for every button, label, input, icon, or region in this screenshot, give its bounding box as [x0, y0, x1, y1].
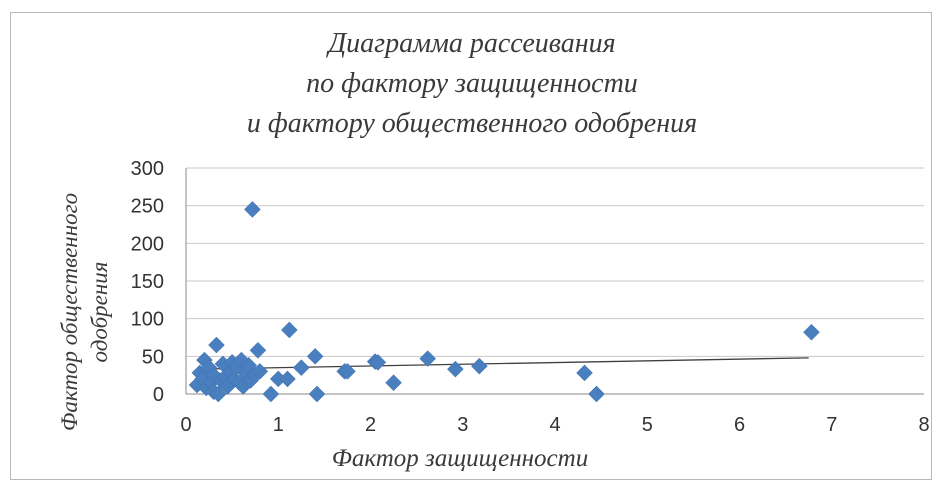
data-point-31 [279, 370, 296, 388]
y-tick-label-250: 250 [131, 196, 164, 218]
x-tick-label-3: 3 [457, 414, 468, 436]
x-tick-label-1: 1 [273, 414, 284, 436]
chart-title-line-1: Диаграмма рассеивания [328, 28, 616, 59]
data-point-25 [244, 201, 261, 218]
data-point-27 [249, 341, 267, 359]
chart-title-line-3: и фактору общественного одобрения [246, 108, 698, 139]
trendline [199, 357, 809, 370]
data-point-35 [308, 385, 326, 403]
data-point-28 [251, 363, 269, 380]
y-tick-label-150: 150 [131, 271, 164, 293]
data-point-34 [306, 347, 324, 365]
y-tick-label-100: 100 [131, 309, 164, 331]
x-tick-label-8: 8 [918, 414, 929, 436]
chart-title: Диаграмма рассеивания по фактору защищен… [0, 24, 944, 144]
data-point-7 [205, 366, 223, 384]
chart-title-line-2: по фактору защищенности [306, 68, 638, 99]
x-tick-label-6: 6 [734, 414, 745, 436]
data-point-39 [369, 354, 387, 371]
x-tick-label-2: 2 [365, 414, 376, 436]
data-point-46 [803, 323, 820, 341]
x-axis-label: Фактор защищенности [331, 445, 589, 472]
data-point-43 [471, 357, 488, 375]
data-point-40 [385, 374, 402, 392]
x-tick-label-5: 5 [642, 414, 653, 436]
y-tick-label-300: 300 [131, 158, 164, 180]
data-point-10 [209, 385, 227, 403]
x-tick-label-0: 0 [180, 414, 191, 436]
data-point-42 [447, 360, 464, 378]
y-tick-label-50: 50 [142, 346, 164, 368]
chart-frame [10, 12, 932, 480]
data-point-29 [262, 385, 280, 403]
data-point-45 [588, 385, 605, 403]
data-point-44 [576, 364, 593, 382]
data-point-41 [419, 350, 437, 367]
x-tick-label-4: 4 [549, 414, 560, 436]
data-point-33 [292, 359, 310, 376]
x-tick-label-7: 7 [826, 414, 837, 436]
y-tick-label-0: 0 [153, 384, 164, 406]
data-point-9 [208, 336, 225, 354]
data-point-37 [339, 363, 356, 380]
y-tick-label-200: 200 [131, 233, 164, 255]
data-point-32 [280, 321, 298, 339]
